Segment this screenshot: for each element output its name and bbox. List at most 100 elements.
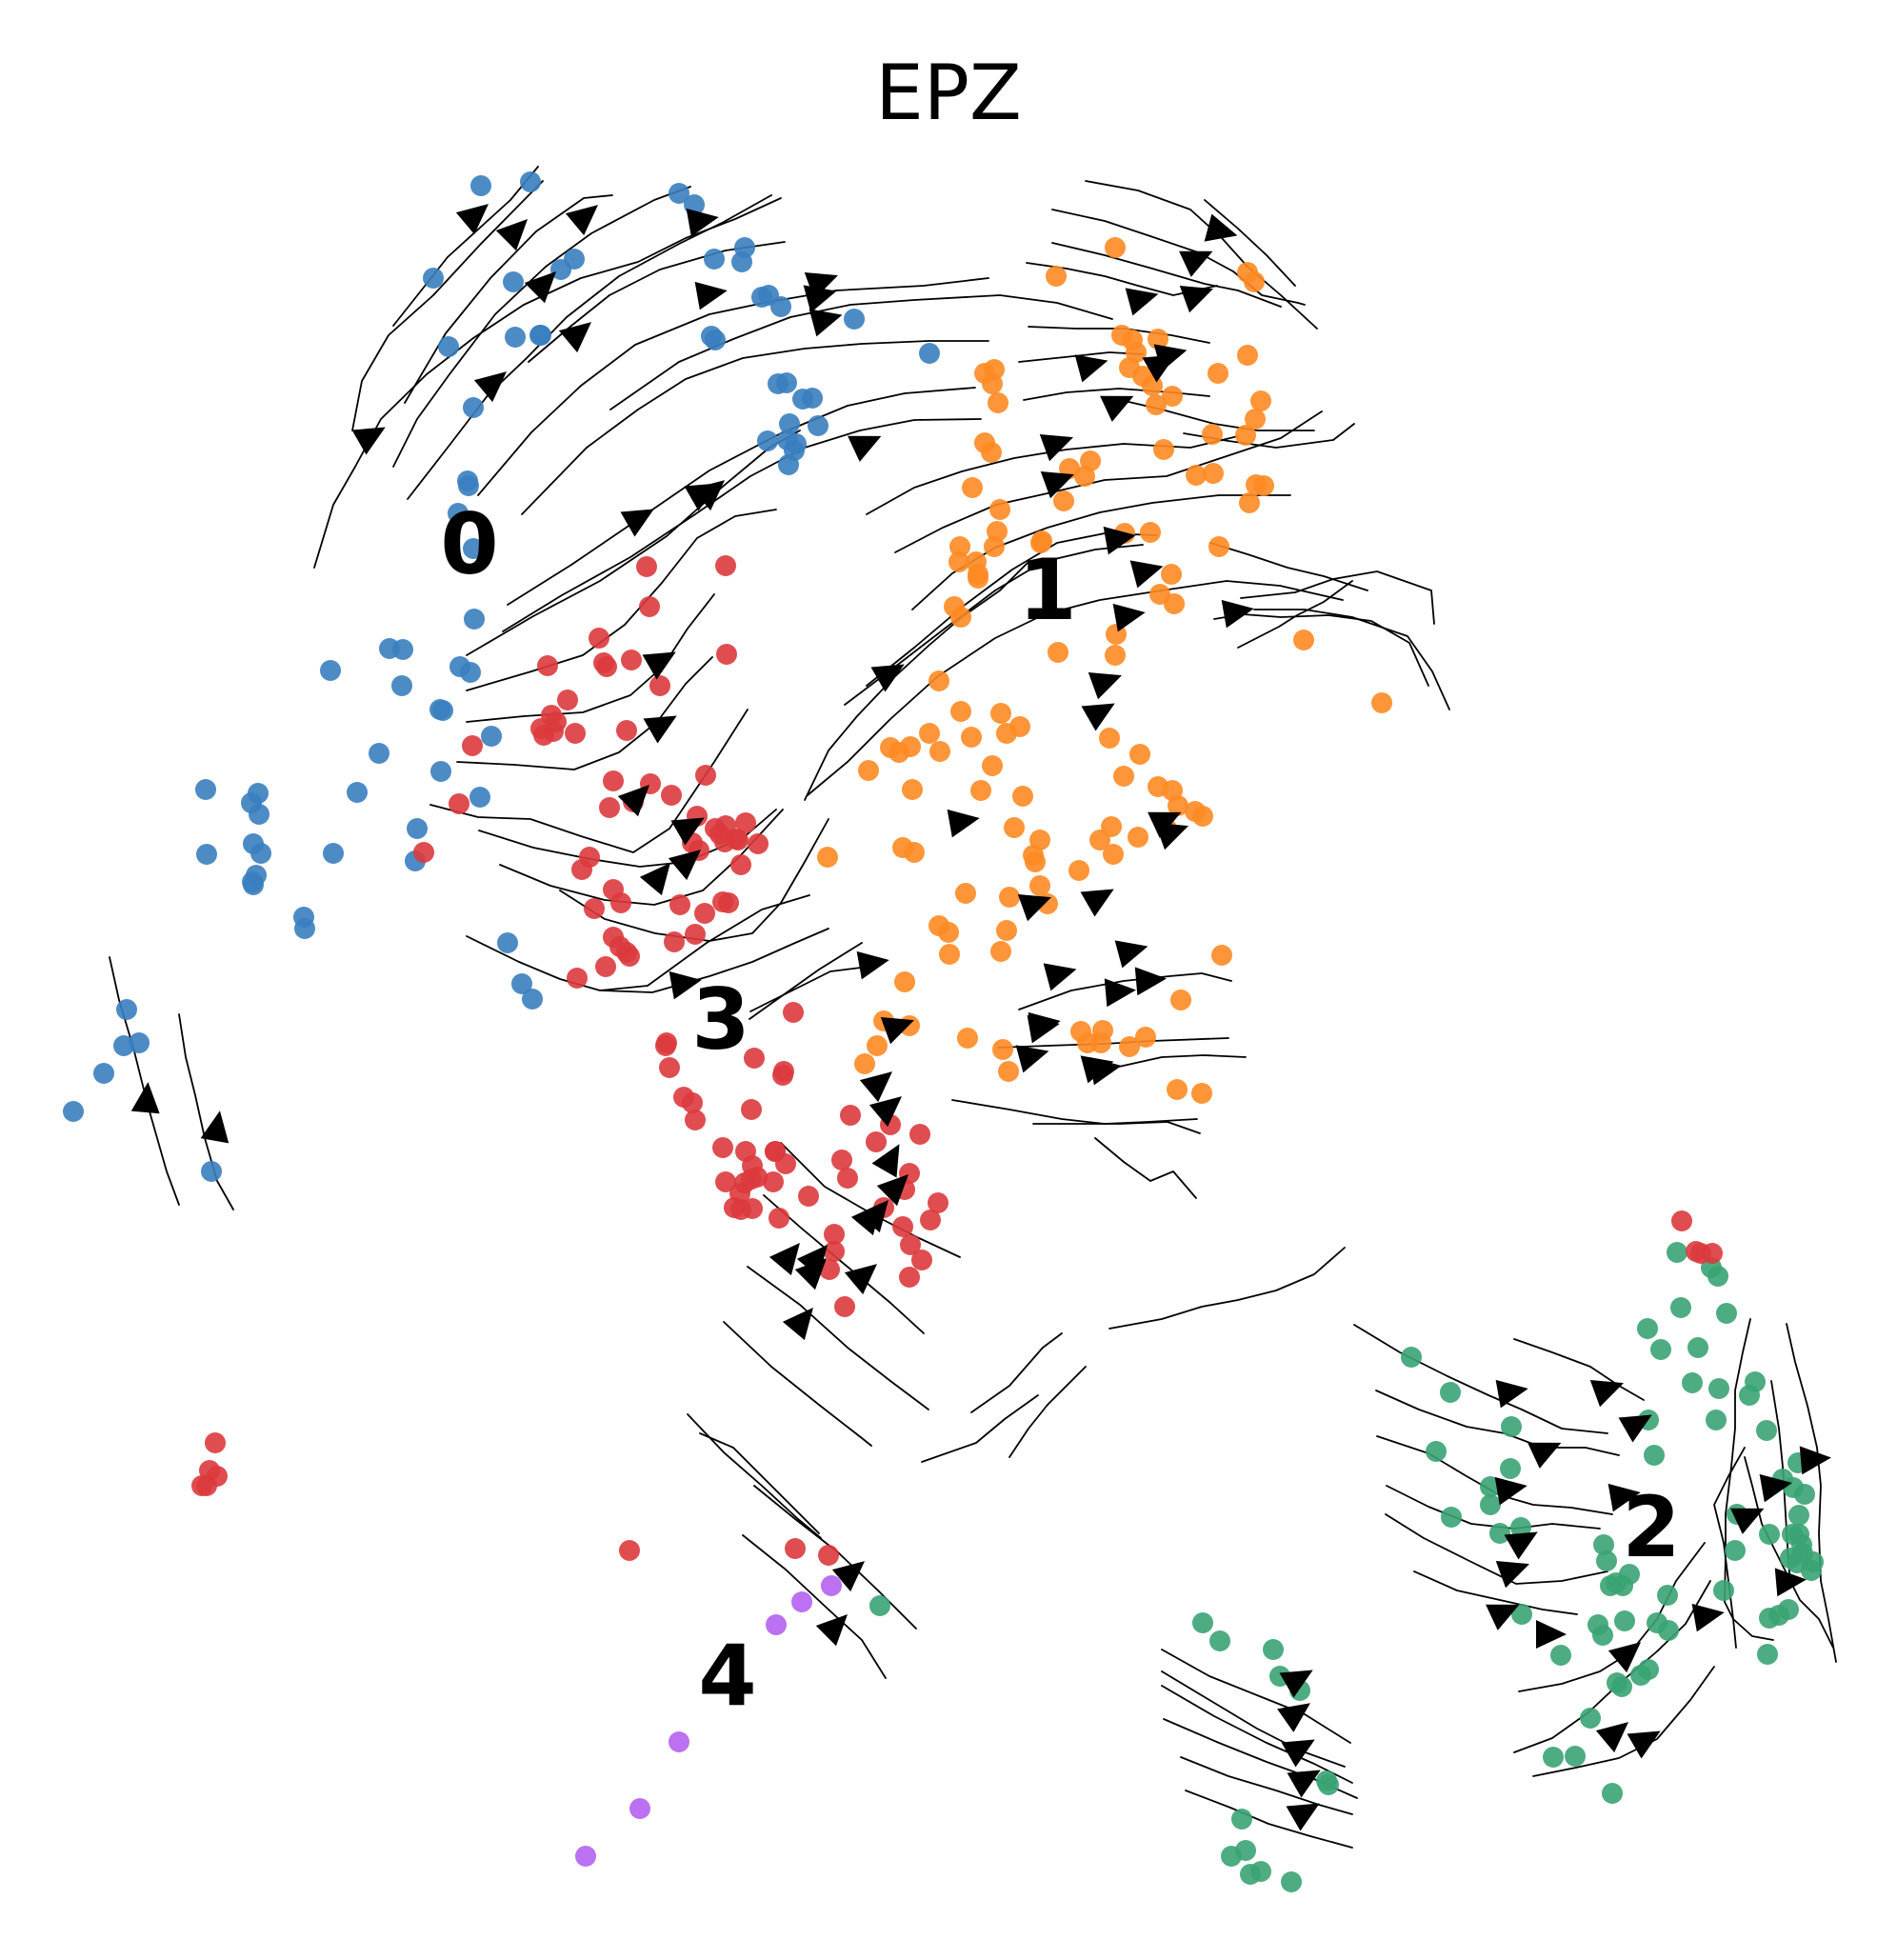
stream-arrow xyxy=(1100,395,1134,422)
data-point xyxy=(802,388,823,409)
stream-arrow xyxy=(1221,599,1254,629)
stream-arrow xyxy=(670,817,705,846)
data-point xyxy=(970,780,991,801)
stream-arrow xyxy=(1043,963,1077,991)
stream-arrow xyxy=(1504,1531,1538,1560)
data-point xyxy=(1186,465,1207,486)
data-point xyxy=(869,1595,890,1616)
data-point xyxy=(821,1575,842,1596)
stream-arrow xyxy=(1027,1014,1060,1044)
streamline xyxy=(1111,397,1315,431)
data-point xyxy=(294,918,315,939)
data-point xyxy=(1004,817,1025,838)
data-point xyxy=(735,812,756,833)
data-point xyxy=(741,1099,762,1120)
data-point xyxy=(714,831,735,852)
streamline xyxy=(1204,199,1296,287)
streamline xyxy=(804,561,1029,801)
data-point xyxy=(1788,1524,1809,1545)
data-point xyxy=(1009,716,1030,737)
data-point xyxy=(919,723,940,744)
stream-arrow xyxy=(856,950,889,980)
stream-arrow xyxy=(643,715,677,744)
data-point xyxy=(1209,1630,1230,1651)
cluster-label-4: 4 xyxy=(698,1627,756,1725)
data-point xyxy=(1263,1639,1284,1660)
data-point xyxy=(1682,1372,1703,1393)
data-point xyxy=(939,944,960,965)
data-point xyxy=(1129,744,1150,765)
data-point xyxy=(744,1048,765,1069)
data-point xyxy=(685,1110,706,1130)
data-point xyxy=(704,249,725,270)
data-point xyxy=(682,1092,703,1113)
streamline xyxy=(1209,542,1368,591)
stream-arrow xyxy=(1017,894,1051,922)
data-point xyxy=(564,249,585,270)
data-point xyxy=(464,609,485,630)
stream-arrow xyxy=(1759,1473,1792,1503)
data-point xyxy=(1600,1575,1621,1596)
data-point xyxy=(1440,1382,1461,1403)
data-point xyxy=(785,1538,806,1559)
data-point xyxy=(1707,1266,1728,1287)
stream-arrow xyxy=(1627,1730,1661,1759)
data-point xyxy=(1030,532,1051,553)
data-point xyxy=(705,330,726,350)
data-point xyxy=(201,1161,222,1182)
streamline xyxy=(807,580,1344,796)
stream-arrow xyxy=(1595,1722,1629,1753)
data-point xyxy=(766,1614,787,1635)
data-point xyxy=(1686,1241,1707,1262)
data-point xyxy=(1142,375,1163,396)
data-point xyxy=(757,430,778,451)
data-point xyxy=(1602,1783,1623,1804)
streamline xyxy=(970,1332,1063,1413)
stream-arrow xyxy=(1125,288,1159,316)
data-point xyxy=(1644,1445,1665,1466)
streamline xyxy=(456,656,713,770)
streamline xyxy=(1353,1324,1608,1434)
series-cluster-2 xyxy=(869,1242,1824,1892)
data-point xyxy=(1596,1550,1617,1571)
data-point xyxy=(1012,786,1033,807)
data-point xyxy=(1148,329,1168,350)
stream-arrow xyxy=(686,208,719,237)
data-point xyxy=(448,503,469,524)
stream-arrow xyxy=(351,427,386,455)
data-point xyxy=(664,931,685,952)
data-point xyxy=(567,968,588,989)
data-point xyxy=(1077,1032,1098,1053)
data-point xyxy=(575,1846,596,1867)
data-point xyxy=(391,675,412,696)
data-point xyxy=(470,175,491,196)
streamline xyxy=(1180,1756,1353,1815)
data-point xyxy=(961,727,982,748)
data-point xyxy=(248,783,269,804)
stream-arrow xyxy=(848,435,882,462)
stream-arrow xyxy=(1536,1620,1567,1649)
stream-arrow xyxy=(1774,1568,1807,1597)
data-point xyxy=(911,1250,932,1270)
data-point xyxy=(1565,1746,1586,1767)
data-point xyxy=(1759,1608,1780,1629)
streamline xyxy=(1051,209,1306,306)
stream-arrow xyxy=(1114,940,1148,969)
data-point xyxy=(962,477,983,498)
stream-arrow xyxy=(1607,1642,1642,1673)
data-point xyxy=(520,171,541,192)
streamline xyxy=(609,294,1113,410)
data-point xyxy=(1113,766,1134,787)
data-point xyxy=(1202,424,1223,445)
streamline xyxy=(749,942,863,1020)
data-point xyxy=(920,1210,941,1230)
stream-arrow xyxy=(803,285,837,313)
data-point xyxy=(1029,875,1050,896)
data-point xyxy=(817,847,838,868)
data-point xyxy=(669,1731,689,1752)
stream-arrow xyxy=(1618,1414,1652,1443)
data-point xyxy=(1510,1517,1531,1538)
data-point xyxy=(656,1032,677,1053)
data-point xyxy=(629,1798,650,1819)
data-point xyxy=(1105,237,1126,258)
